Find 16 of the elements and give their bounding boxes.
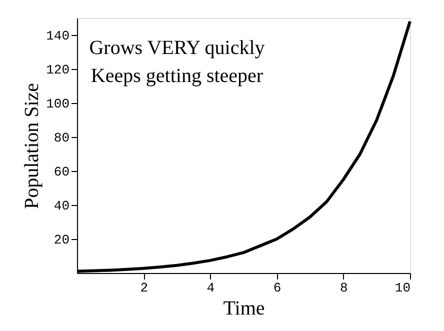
annotation: Grows VERY quickly: [89, 37, 265, 59]
y-tick-label: 40: [54, 198, 70, 214]
annotation: Keeps getting steeper: [90, 65, 264, 87]
x-tick-label: 6: [273, 280, 282, 296]
y-tick-label: 60: [54, 164, 70, 180]
x-tick-label: 2: [140, 280, 148, 296]
y-tick-label: 100: [46, 96, 70, 112]
x-tick-label: 8: [340, 280, 348, 296]
y-tick-label: 80: [54, 130, 70, 146]
y-tick-label: 140: [46, 28, 70, 44]
y-tick-label: 120: [46, 62, 70, 78]
x-axis-title: Time: [223, 298, 265, 320]
y-axis-title: Population Size: [21, 82, 44, 210]
y-tick-label: 20: [54, 232, 70, 248]
x-tick-label: 4: [206, 280, 215, 296]
x-tick-label: 10: [394, 280, 410, 296]
